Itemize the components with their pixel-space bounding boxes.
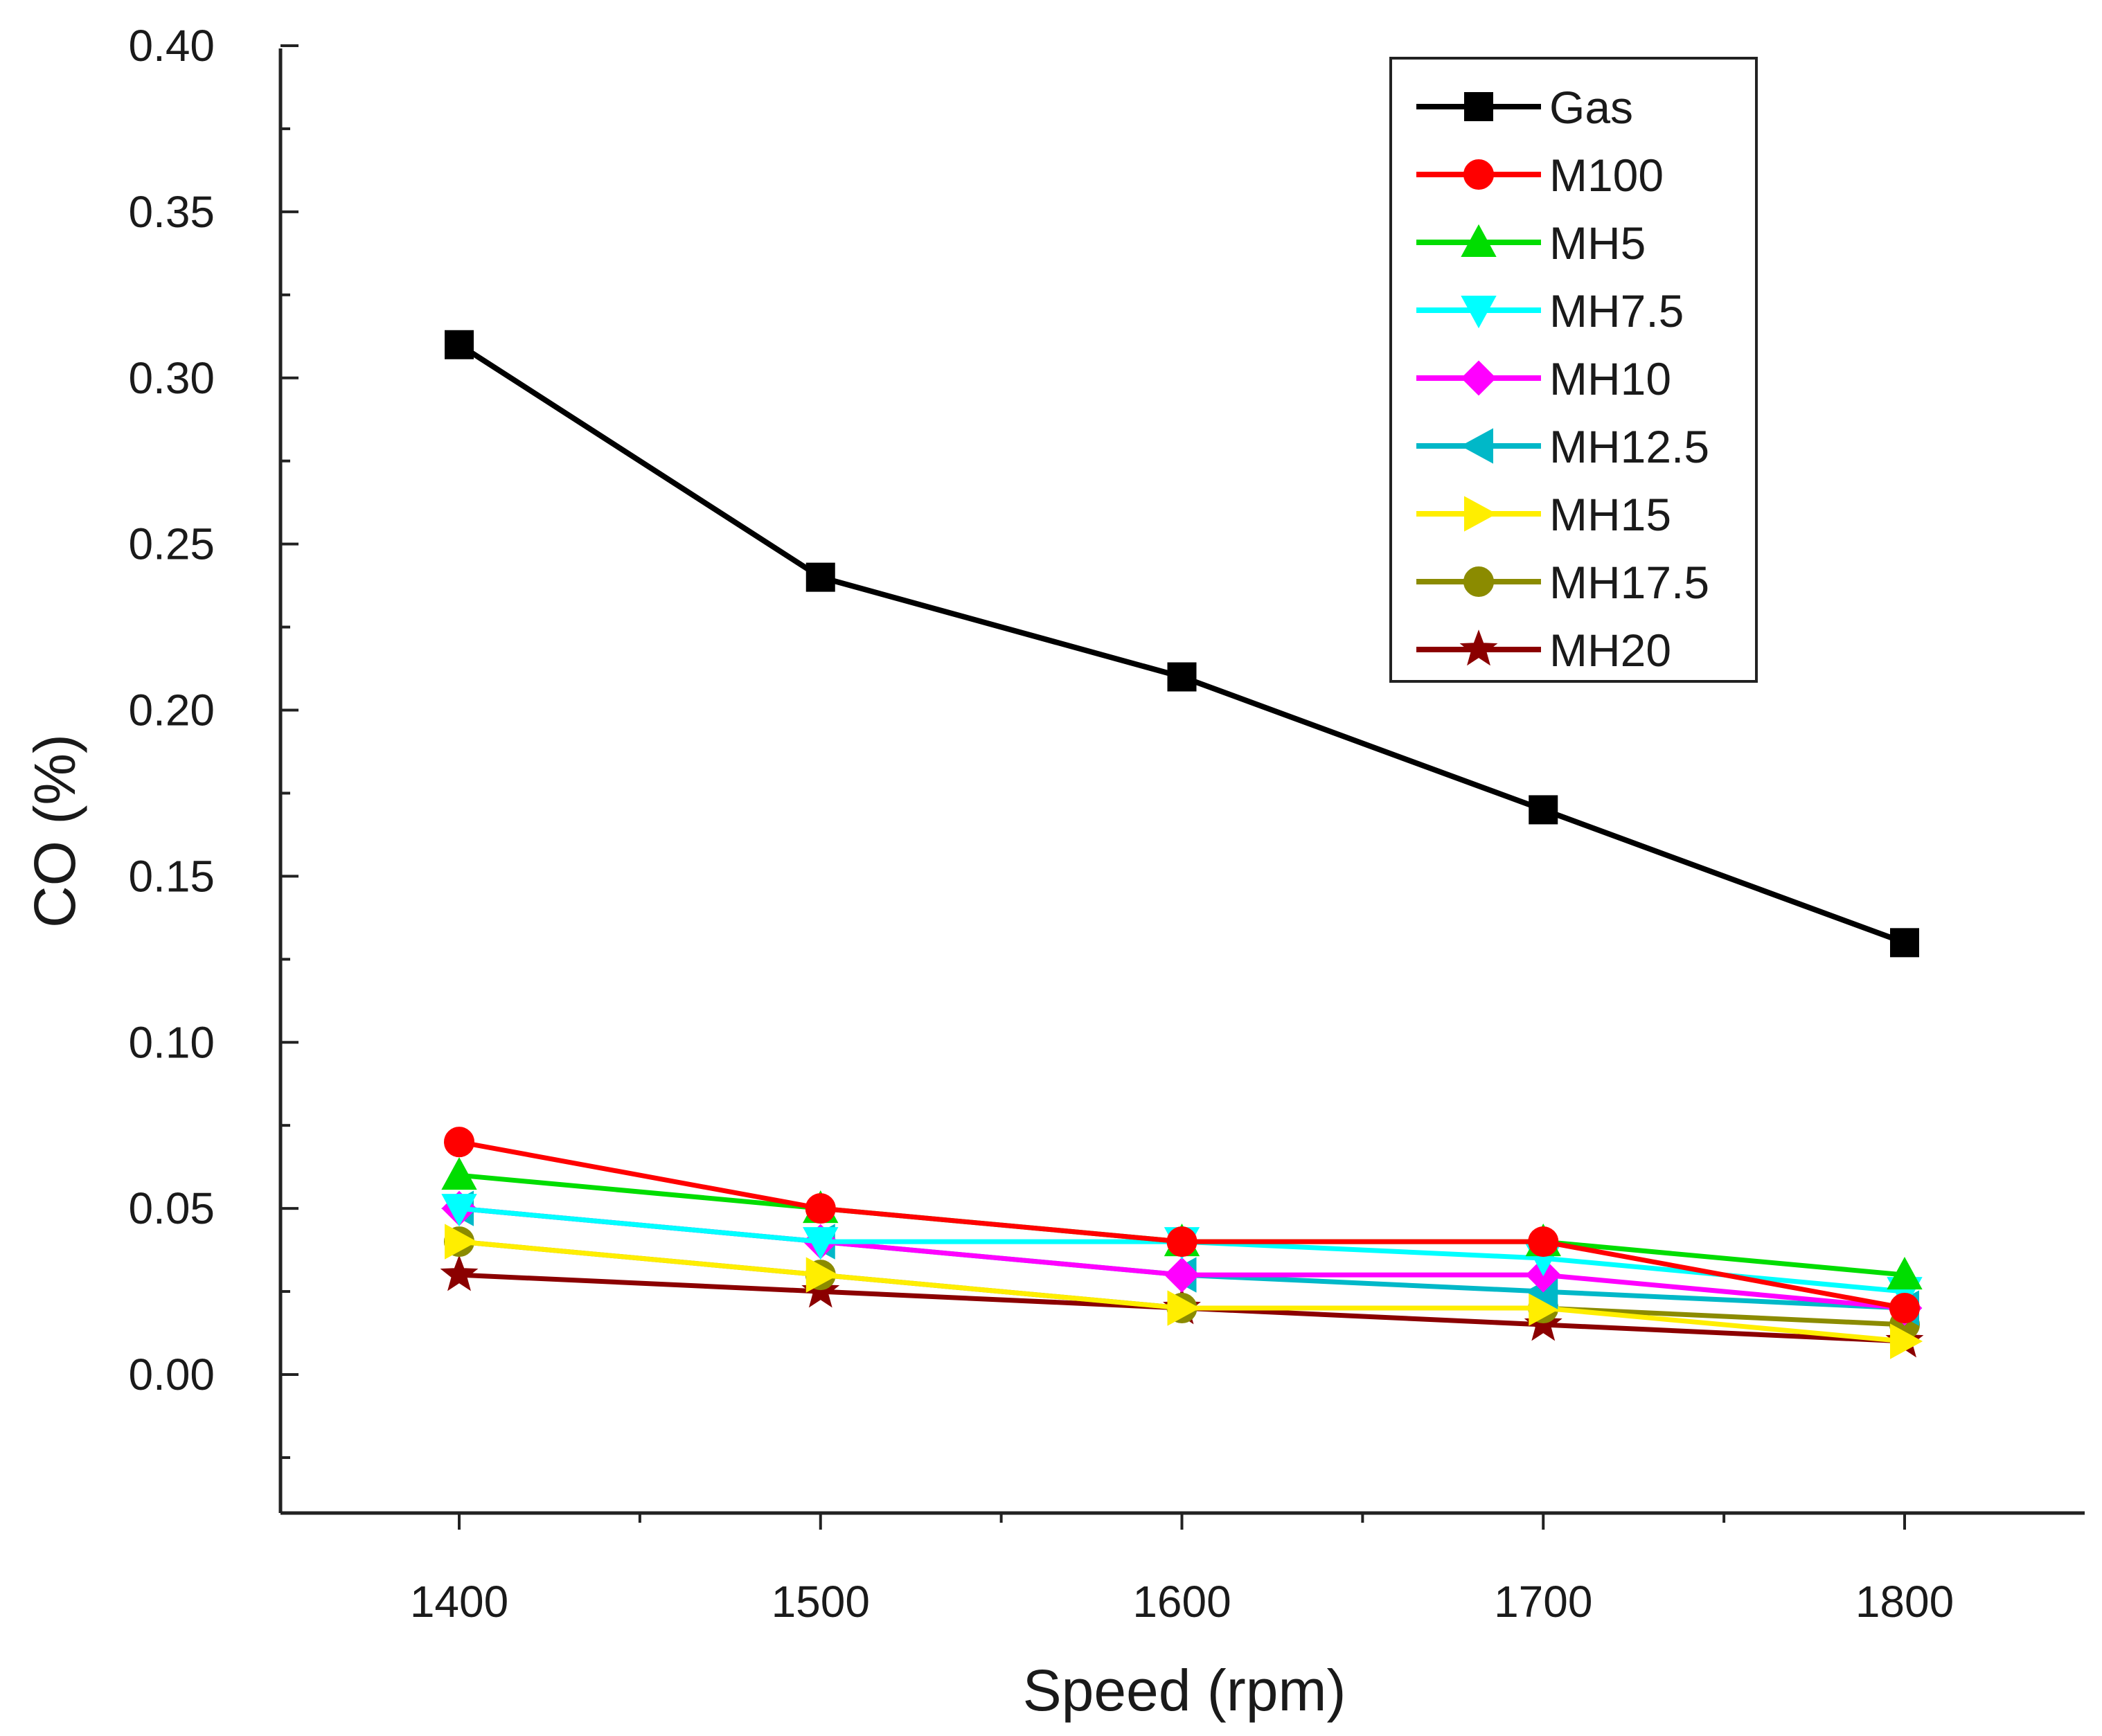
data-point-mh7-5 — [803, 1227, 839, 1260]
data-point-m100 — [1889, 1293, 1920, 1324]
legend-marker — [1461, 224, 1497, 257]
data-point-mh5 — [1887, 1256, 1923, 1290]
legend-label: MH20 — [1549, 625, 1671, 676]
data-point-m100 — [1166, 1226, 1197, 1258]
data-point-mh5 — [441, 1157, 477, 1190]
data-point-m100 — [805, 1193, 836, 1224]
legend-label: MH5 — [1549, 217, 1646, 269]
legend-marker — [1463, 566, 1494, 597]
x-tick-label: 1700 — [1494, 1577, 1592, 1627]
x-axis-title: Speed (rpm) — [1023, 1658, 1346, 1723]
legend-item-mh7-5: MH7.5 — [1416, 285, 1684, 337]
y-axis-title: CO (%) — [22, 734, 87, 928]
legend-label: MH15 — [1549, 489, 1671, 540]
y-tick-label: 0.05 — [128, 1183, 215, 1233]
data-point-mh15 — [445, 1224, 478, 1260]
y-tick-label: 0.20 — [128, 686, 215, 735]
legend-item-gas: Gas — [1416, 82, 1633, 133]
legend-item-mh20: MH20 — [1416, 625, 1671, 676]
data-point-m100 — [444, 1127, 474, 1158]
legend-item-mh17-5: MH17.5 — [1416, 557, 1709, 608]
legend-marker — [1461, 296, 1497, 329]
legend-marker — [1460, 428, 1493, 464]
x-tick-label: 1800 — [1855, 1577, 1954, 1627]
y-tick-label: 0.35 — [128, 187, 215, 237]
y-tick-label: 0.15 — [128, 851, 215, 901]
plot-series — [440, 330, 1924, 1359]
data-point-m100 — [1528, 1226, 1559, 1258]
legend-box — [1389, 57, 1758, 683]
legend-marker — [1464, 92, 1493, 121]
legend-marker — [1461, 360, 1497, 396]
legend-marker — [1464, 496, 1497, 532]
legend-label: Gas — [1549, 82, 1633, 133]
legend-label: MH10 — [1549, 353, 1671, 404]
series-m100 — [444, 1127, 1920, 1324]
axes: 0.00 0.05 0.10 0.15 0.20 0.25 0.30 0.35 0.40 1400… — [128, 21, 2085, 1627]
data-point-gas — [1529, 795, 1558, 825]
x-tick-label: 1500 — [772, 1577, 870, 1627]
y-tick-label: 0.30 — [128, 353, 215, 403]
data-point-mh15 — [1167, 1290, 1200, 1326]
x-tick-label: 1600 — [1132, 1577, 1231, 1627]
legend-label: M100 — [1549, 150, 1664, 201]
legend-marker — [1463, 159, 1494, 190]
y-tick-label: 0.25 — [128, 519, 215, 569]
data-point-mh10 — [1164, 1257, 1200, 1293]
data-point-mh15 — [805, 1257, 839, 1293]
legend-item-mh10: MH10 — [1416, 353, 1671, 404]
y-tick-label: 0.00 — [128, 1350, 215, 1399]
data-point-gas — [445, 330, 474, 359]
legend-marker — [1459, 629, 1498, 666]
data-point-gas — [805, 562, 835, 592]
series-mh15 — [445, 1224, 1923, 1359]
data-point-mh7-5 — [441, 1194, 477, 1227]
data-point-mh20 — [440, 1255, 479, 1291]
series-gas — [445, 330, 1919, 958]
data-point-gas — [1167, 662, 1197, 692]
data-point-mh15 — [1890, 1323, 1923, 1359]
y-tick-label: 0.10 — [128, 1017, 215, 1067]
legend-label: MH17.5 — [1549, 557, 1709, 608]
data-point-gas — [1890, 928, 1919, 958]
legend-item-mh15: MH15 — [1416, 489, 1671, 540]
legend-label: MH7.5 — [1549, 285, 1684, 337]
legend-item-m100: M100 — [1416, 150, 1664, 201]
legend-item-mh5: MH5 — [1416, 217, 1646, 269]
legend-label: MH12.5 — [1549, 421, 1709, 472]
y-tick-label: 0.40 — [128, 21, 215, 71]
legend-item-mh12-5: MH12.5 — [1416, 421, 1709, 472]
x-tick-label: 1400 — [410, 1577, 508, 1627]
legend: Gas M100 MH5 MH7.5 MH10 MH12.5 MH15 MH17.5 MH20 — [1389, 57, 1758, 683]
